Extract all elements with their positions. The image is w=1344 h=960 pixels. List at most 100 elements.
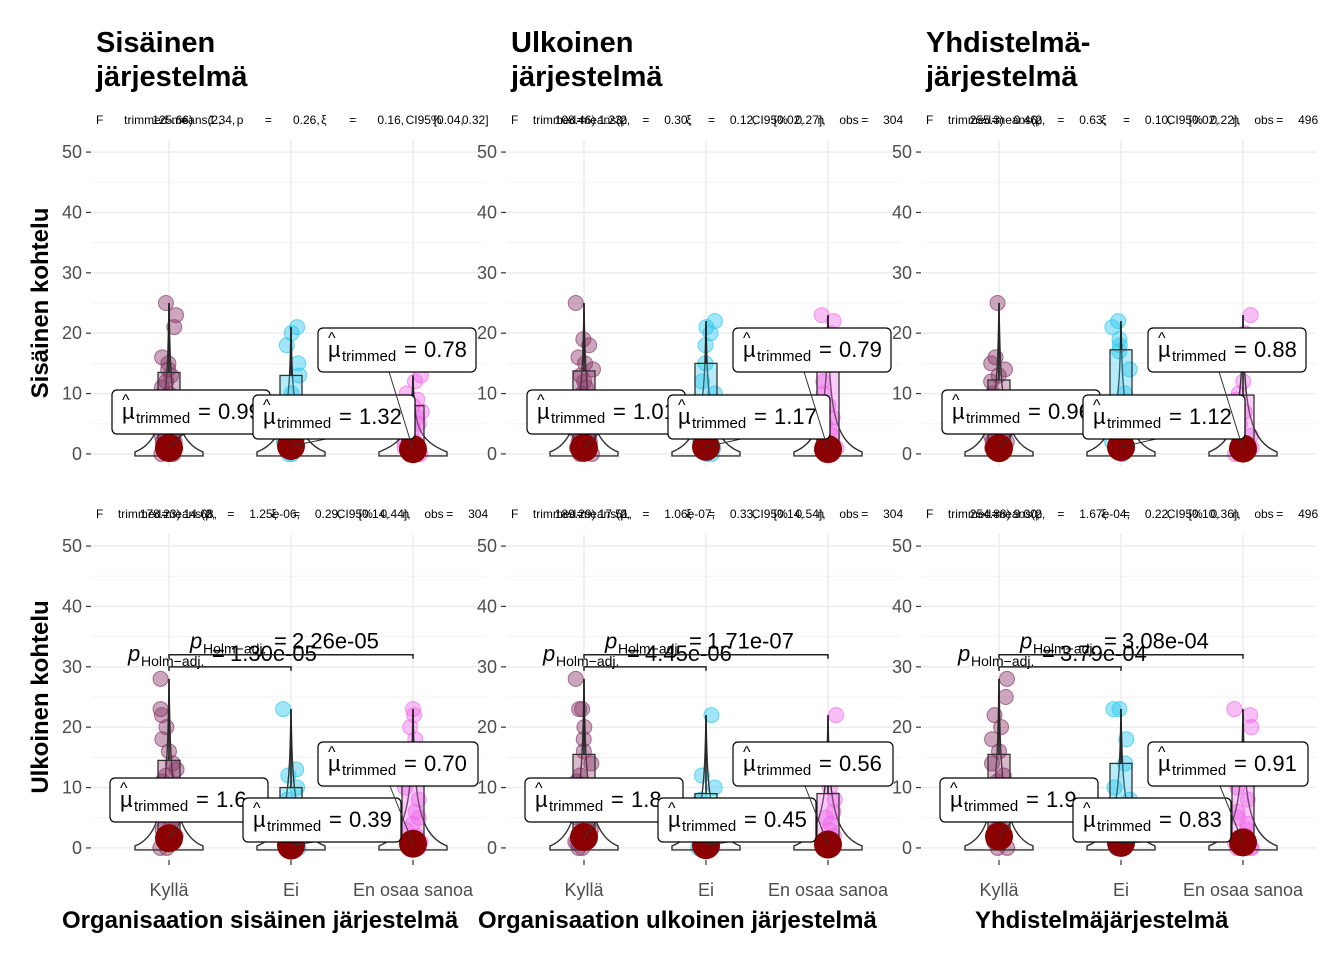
mean-label: µ^ trimmed = 1.12 bbox=[1082, 394, 1246, 448]
mean-label-mu: µ bbox=[743, 337, 756, 362]
mean-label-mu: µ bbox=[952, 399, 965, 424]
column-title-line: järjestelmä bbox=[510, 61, 663, 93]
data-point bbox=[997, 689, 1014, 705]
subtitle-token: 254.88) bbox=[970, 507, 1011, 521]
subtitle-token: = bbox=[162, 507, 169, 521]
mean-label-connector bbox=[168, 821, 182, 839]
y-tick-label: 30 bbox=[892, 263, 912, 283]
mean-label-hat: ^ bbox=[1158, 744, 1166, 761]
subtitle-token: = bbox=[861, 507, 868, 521]
data-point bbox=[567, 670, 584, 687]
bracket-p-subscript: Holm−adj. bbox=[618, 641, 681, 657]
mean-label-box bbox=[252, 394, 416, 440]
mean-label-equals: = bbox=[329, 807, 342, 832]
y-tick-label: 20 bbox=[892, 717, 912, 737]
mean-label-connector bbox=[1219, 785, 1244, 843]
subtitle-token: 125.66) bbox=[152, 113, 193, 127]
mean-label-mu: µ bbox=[535, 787, 548, 812]
data-point bbox=[703, 707, 720, 724]
mean-label-box bbox=[657, 797, 817, 843]
data-point bbox=[407, 373, 424, 390]
pairwise-bracket: p Holm−adj. = 1.30e-05 bbox=[127, 641, 317, 671]
subtitle-token: F bbox=[926, 113, 933, 127]
bracket-value: 3.79e-04 bbox=[1060, 641, 1147, 666]
bracket-value: 1.30e-05 bbox=[230, 641, 317, 666]
mean-label-mu: µ bbox=[328, 337, 341, 362]
subtitle-token: ξ bbox=[1101, 507, 1107, 521]
data-point bbox=[166, 319, 183, 336]
mean-label-equals: = bbox=[819, 337, 832, 362]
bracket-p: p bbox=[542, 641, 555, 666]
column-title-line: Ulkoinen bbox=[511, 27, 633, 59]
subtitle-token: 496 bbox=[1298, 507, 1318, 521]
x-tick-label: Kyllä bbox=[979, 880, 1019, 900]
data-point bbox=[290, 355, 307, 372]
mean-label-subscript: trimmed bbox=[757, 762, 811, 779]
pairwise-bracket: p Holm−adj. = 1.71e-07 bbox=[583, 629, 829, 659]
subtitle-token: 0.36], bbox=[1211, 507, 1241, 521]
y-tick-label: 0 bbox=[72, 838, 82, 858]
bracket-equals: = bbox=[1104, 629, 1117, 654]
bracket-line bbox=[998, 653, 1244, 659]
subtitle-token: F bbox=[96, 507, 103, 521]
subtitle-token: = bbox=[708, 507, 715, 521]
subtitle-token: n bbox=[1232, 113, 1239, 127]
y-tick-label: 20 bbox=[477, 323, 497, 343]
mean-label-equals: = bbox=[613, 399, 626, 424]
subtitle-token: 0.32] bbox=[462, 113, 489, 127]
data-point bbox=[275, 701, 292, 718]
x-axis-title: Organisaation ulkoinen järjestelmä bbox=[478, 907, 877, 934]
mean-label: µ^trimmed = 1.6 bbox=[109, 777, 269, 839]
y-axis-title: Sisäinen kohtelu bbox=[27, 208, 54, 399]
mean-label-subscript: trimmed bbox=[549, 798, 603, 815]
column-title-line: järjestelmä bbox=[925, 61, 1078, 93]
y-tick-label: 10 bbox=[62, 384, 82, 404]
mean-label-hat: ^ bbox=[535, 780, 543, 797]
subtitle-token: 1.67e-04, bbox=[1079, 507, 1130, 521]
subtitle-token: = bbox=[265, 113, 272, 127]
mean-label-value: 1.12 bbox=[1189, 404, 1232, 429]
mean-label-equals: = bbox=[1234, 337, 1247, 362]
mean-label-equals: = bbox=[196, 787, 209, 812]
subtitle-token: p bbox=[237, 113, 244, 127]
y-tick-label: 0 bbox=[72, 444, 82, 464]
subtitle-token: p bbox=[620, 113, 627, 127]
data-point bbox=[706, 313, 723, 330]
subtitle-token: n bbox=[817, 507, 824, 521]
mean-label: µ^ trimmed = 0.70 bbox=[317, 741, 479, 844]
y-tick-label: 20 bbox=[477, 717, 497, 737]
mean-label-value: 1.17 bbox=[774, 404, 817, 429]
x-axis-title: Yhdistelmäjärjestelmä bbox=[975, 907, 1229, 934]
mean-label: µ^ trimmed = 0.83 bbox=[1072, 797, 1232, 844]
mean-label: µ^ trimmed = 0.56 bbox=[732, 741, 894, 845]
mean-label: µ^trimmed = 0.96 bbox=[941, 389, 1101, 449]
data-point bbox=[1110, 313, 1127, 330]
subtitle-token: p bbox=[205, 507, 212, 521]
subtitle-token: 0.22, bbox=[1145, 507, 1172, 521]
data-point bbox=[152, 670, 169, 687]
subtitle-token: [0.02, bbox=[1189, 113, 1219, 127]
group-1 bbox=[964, 295, 1034, 463]
mean-label-value: 0.56 bbox=[839, 751, 882, 776]
mean-label-subscript: trimmed bbox=[551, 410, 605, 427]
column-title-line: järjestelmä bbox=[95, 61, 248, 93]
column-title-line: Yhdistelmä- bbox=[926, 27, 1090, 59]
data-point bbox=[1242, 307, 1259, 324]
mean-label-subscript: trimmed bbox=[1097, 818, 1151, 835]
data-point bbox=[998, 670, 1015, 687]
bracket-value: 1.71e-07 bbox=[707, 629, 794, 654]
y-tick-label: 20 bbox=[62, 717, 82, 737]
mean-label-connector bbox=[583, 821, 597, 838]
subtitle-token: 0.26, bbox=[293, 113, 320, 127]
mean-label: µ^trimmed = 1.01 bbox=[526, 389, 686, 449]
subtitle-token: F bbox=[511, 507, 518, 521]
data-point bbox=[989, 295, 1006, 311]
mean-label-subscript: trimmed bbox=[692, 415, 746, 432]
mean-label-hat: ^ bbox=[952, 392, 960, 409]
subtitle-token: trimmed-means(2, bbox=[533, 507, 630, 521]
